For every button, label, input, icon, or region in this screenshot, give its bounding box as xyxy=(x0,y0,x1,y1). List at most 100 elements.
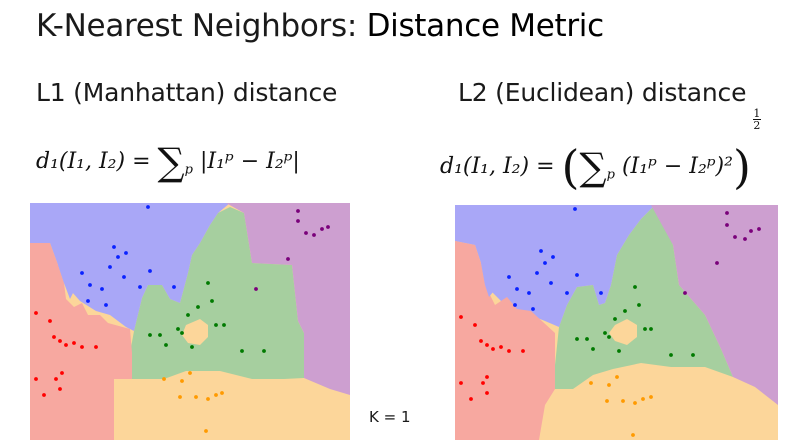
l1-blue-point xyxy=(104,303,108,307)
l2-blue-point xyxy=(551,255,555,259)
l2-red-point xyxy=(485,375,489,379)
l2-red-point xyxy=(479,339,483,343)
l1-region-purple xyxy=(226,203,350,395)
l1-blue-point xyxy=(172,285,176,289)
l2-blue-point xyxy=(539,249,543,253)
l2-exponent-denominator: 2 xyxy=(753,119,761,132)
l1-formula-body: |I₁ᵖ − I₂ᵖ| xyxy=(199,149,300,174)
l2-purple-point xyxy=(683,291,687,295)
l2-region-blue xyxy=(455,205,655,327)
l2-decision-plot xyxy=(455,205,778,440)
l2-green-point xyxy=(691,353,695,357)
l2-green-point xyxy=(585,337,589,341)
title-emphasis: Distance Metric xyxy=(366,8,605,44)
l1-orange-point xyxy=(162,377,166,381)
l1-plot-svg xyxy=(30,203,350,440)
l1-purple-point xyxy=(326,225,330,229)
l1-region-red xyxy=(30,243,132,440)
l1-red-point xyxy=(54,377,58,381)
l1-green-point xyxy=(196,305,200,309)
l1-blue-point xyxy=(124,251,128,255)
l1-region-orange-inner xyxy=(182,319,208,345)
l1-red-point xyxy=(58,387,62,391)
l1-blue-point xyxy=(122,275,126,279)
l1-green-point xyxy=(164,343,168,347)
l2-sum-index: p xyxy=(606,167,615,183)
slide-title: K-Nearest Neighbors: Distance Metric xyxy=(36,8,604,44)
l1-sum-index: p xyxy=(184,162,193,178)
k-value-label: K = 1 xyxy=(369,408,411,426)
l2-orange-point xyxy=(621,399,625,403)
l1-purple-point xyxy=(286,257,290,261)
l2-purple-point xyxy=(757,227,761,231)
l2-red-point xyxy=(459,315,463,319)
l2-orange-point xyxy=(615,375,619,379)
l1-purple-point xyxy=(254,287,258,291)
l1-red-point xyxy=(34,311,38,315)
l2-blue-point xyxy=(599,291,603,295)
l1-purple-point xyxy=(304,231,308,235)
l1-blue-point xyxy=(86,299,90,303)
l1-orange-point xyxy=(204,429,208,433)
l2-blue-point xyxy=(565,291,569,295)
l2-sum-symbol: ∑ xyxy=(579,145,607,189)
l1-blue-point xyxy=(146,205,150,209)
l2-orange-point xyxy=(607,383,611,387)
l2-green-point xyxy=(607,335,611,339)
l2-red-point xyxy=(507,349,511,353)
l2-red-point xyxy=(459,381,463,385)
l2-green-point xyxy=(575,337,579,341)
l1-blue-point xyxy=(88,283,92,287)
l2-formula: d₁(I₁, I₂) = (∑p (I₁ᵖ − I₂ᵖ)²)1 2 xyxy=(440,108,761,194)
l1-orange-point xyxy=(214,393,218,397)
l1-red-point xyxy=(60,371,64,375)
l2-blue-point xyxy=(527,291,531,295)
l2-red-point xyxy=(469,397,473,401)
l2-green-point xyxy=(649,327,653,331)
l1-red-point xyxy=(42,393,46,397)
l2-orange-point xyxy=(649,395,653,399)
l2-region-red-notch xyxy=(481,263,497,297)
l1-red-point xyxy=(52,335,56,339)
l2-green-point xyxy=(643,327,647,331)
l2-open-paren: ( xyxy=(561,140,580,194)
l2-red-point xyxy=(521,349,525,353)
l1-blue-point xyxy=(80,271,84,275)
l2-red-point xyxy=(499,345,503,349)
l1-green-point xyxy=(176,327,180,331)
l2-region-red xyxy=(455,241,555,440)
l2-purple-point xyxy=(733,235,737,239)
l2-green-point xyxy=(623,309,627,313)
l1-green-point xyxy=(206,281,210,285)
l1-decision-plot xyxy=(30,203,350,440)
l1-green-point xyxy=(186,313,190,317)
l2-formula-lhs: d₁(I₁, I₂) = xyxy=(440,154,555,179)
l1-green-point xyxy=(148,333,152,337)
l1-green-point xyxy=(262,349,266,353)
l2-blue-point xyxy=(535,271,539,275)
l1-blue-point xyxy=(148,269,152,273)
l1-orange-point xyxy=(194,395,198,399)
l1-orange-point xyxy=(188,371,192,375)
l1-red-point xyxy=(48,319,52,323)
l1-blue-point xyxy=(108,265,112,269)
l2-blue-point xyxy=(513,303,517,307)
l2-red-point xyxy=(485,391,489,395)
l2-green-point xyxy=(617,349,621,353)
l1-orange-point xyxy=(180,379,184,383)
l2-red-point xyxy=(481,381,485,385)
l2-green-point xyxy=(633,285,637,289)
l1-green-point xyxy=(158,333,162,337)
l1-formula: d₁(I₁, I₂) = ∑p |I₁ᵖ − I₂ᵖ| xyxy=(36,140,300,184)
l2-exponent-numerator: 1 xyxy=(753,107,761,120)
l2-orange-point xyxy=(605,399,609,403)
l1-region-green xyxy=(130,207,304,379)
l2-purple-point xyxy=(749,229,753,233)
l2-region-green xyxy=(555,205,733,389)
l1-sum-symbol: ∑ xyxy=(157,140,185,184)
l2-blue-point xyxy=(549,281,553,285)
l2-red-point xyxy=(485,343,489,347)
l1-blue-point xyxy=(138,285,142,289)
l1-orange-point xyxy=(220,391,224,395)
